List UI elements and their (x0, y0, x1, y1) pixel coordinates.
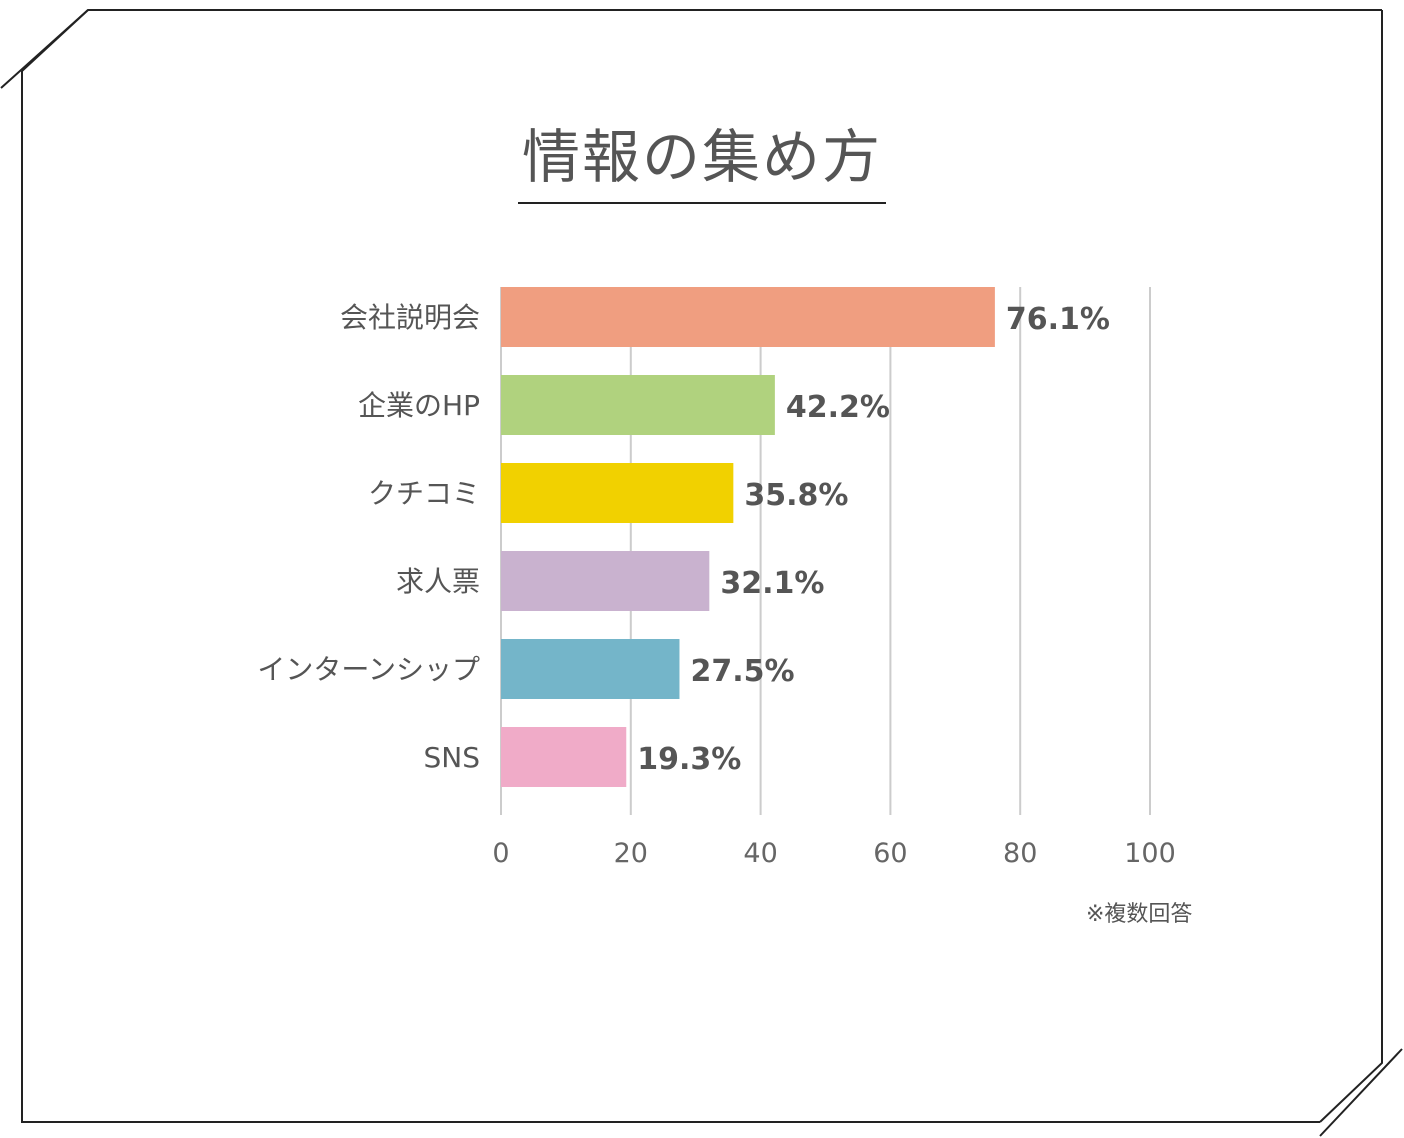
category-label: 企業のHP (358, 389, 480, 422)
x-tick-label: 100 (1124, 838, 1176, 869)
title-wrap: 情報の集め方 (0, 118, 1404, 204)
bar-5 (501, 727, 627, 787)
category-label: インターンシップ (257, 653, 480, 686)
data-label: 32.1% (720, 566, 824, 601)
bar-2 (501, 463, 734, 523)
category-label: 会社説明会 (340, 301, 480, 334)
data-label: 42.2% (786, 390, 890, 425)
category-label: クチコミ (368, 477, 480, 510)
x-tick-label: 40 (743, 838, 777, 869)
x-tick-label: 20 (614, 838, 648, 869)
category-label: SNS (424, 741, 481, 774)
x-tick-label: 60 (873, 838, 907, 869)
bar-3 (501, 551, 710, 611)
bar-1 (501, 375, 775, 435)
multiple-answer-note: ※複数回答 (1086, 902, 1193, 927)
x-tick-label: 80 (1003, 838, 1037, 869)
bar-4 (501, 639, 680, 699)
category-label: 求人票 (396, 565, 480, 598)
data-label: 76.1% (1006, 302, 1110, 337)
data-label: 19.3% (637, 742, 741, 777)
data-label: 35.8% (744, 478, 848, 513)
page-title: 情報の集め方 (517, 118, 886, 204)
x-tick-label: 0 (492, 838, 509, 869)
bar-0 (501, 287, 995, 347)
data-label: 27.5% (690, 654, 794, 689)
